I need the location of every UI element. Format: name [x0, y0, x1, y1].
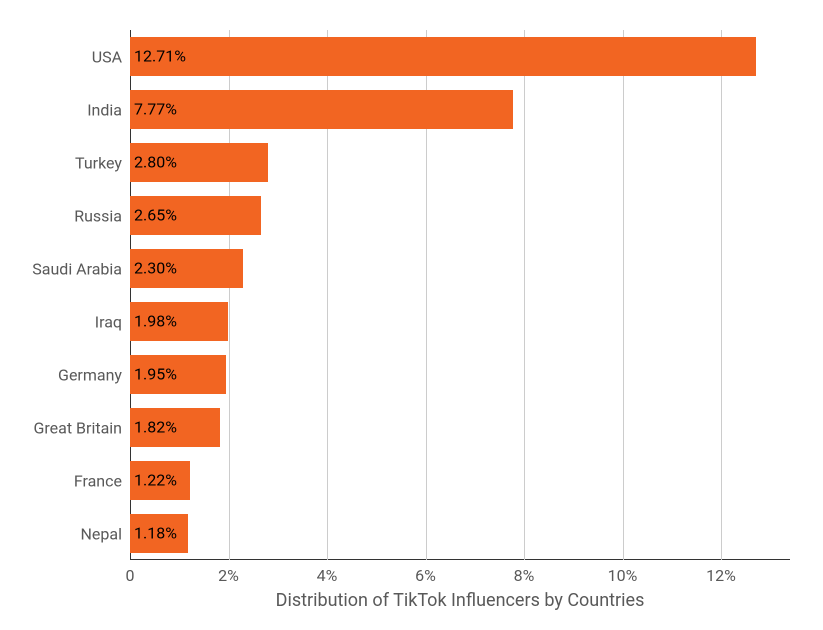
bar-value-label: 1.82% — [134, 418, 177, 437]
bar-value-label: 2.80% — [134, 153, 177, 172]
x-tick-label: 4% — [317, 560, 338, 585]
x-tick-label: 2% — [218, 560, 239, 585]
bar-value-label: 1.22% — [134, 471, 177, 490]
bar-row: 1.82% — [130, 408, 790, 446]
bar-chart: 0 2% 4% 6% 8% 10% 12% USA12.71% India7.77% Turkey… — [0, 0, 823, 630]
plot-area: 02%4%6%8%10%12%USA12.71%India7.77%Turkey… — [130, 30, 790, 560]
bar-value-label: 2.30% — [134, 259, 177, 278]
y-tick-label: Saudi Arabia — [32, 259, 130, 278]
y-tick-label: India — [87, 100, 130, 119]
bar-row: 1.98% — [130, 302, 790, 340]
bar-row: 12.71% — [130, 37, 790, 75]
x-tick-label: 6% — [415, 560, 436, 585]
y-tick-label: Great Britain — [33, 418, 130, 437]
y-tick-label: Russia — [74, 206, 130, 225]
x-tick-label: 8% — [514, 560, 535, 585]
y-tick-label: Iraq — [95, 312, 130, 331]
bar-value-label: 1.98% — [134, 312, 177, 331]
y-tick-label: Turkey — [75, 153, 130, 172]
bar-row: 2.65% — [130, 196, 790, 234]
bar — [130, 90, 513, 128]
x-axis-title: Distribution of TikTok Influencers by Co… — [276, 590, 645, 611]
bar-row: 1.95% — [130, 355, 790, 393]
bar-row: 2.30% — [130, 249, 790, 287]
bar-value-label: 2.65% — [134, 206, 177, 225]
bar-value-label: 7.77% — [134, 100, 177, 119]
bar — [130, 37, 756, 75]
x-tick-label: 0 — [126, 560, 135, 585]
bar-row: 2.80% — [130, 143, 790, 181]
bar-row: 7.77% — [130, 90, 790, 128]
y-tick-label: USA — [92, 47, 130, 66]
y-tick-label: France — [74, 471, 130, 490]
y-tick-label: Germany — [58, 365, 130, 384]
bar-row: 1.22% — [130, 461, 790, 499]
x-tick-label: 12% — [706, 560, 736, 585]
x-tick-label: 10% — [608, 560, 638, 585]
bar-row: 1.18% — [130, 514, 790, 552]
bar-value-label: 1.18% — [134, 524, 177, 543]
bar-value-label: 12.71% — [134, 47, 186, 66]
y-tick-label: Nepal — [81, 524, 130, 543]
bar-value-label: 1.95% — [134, 365, 177, 384]
